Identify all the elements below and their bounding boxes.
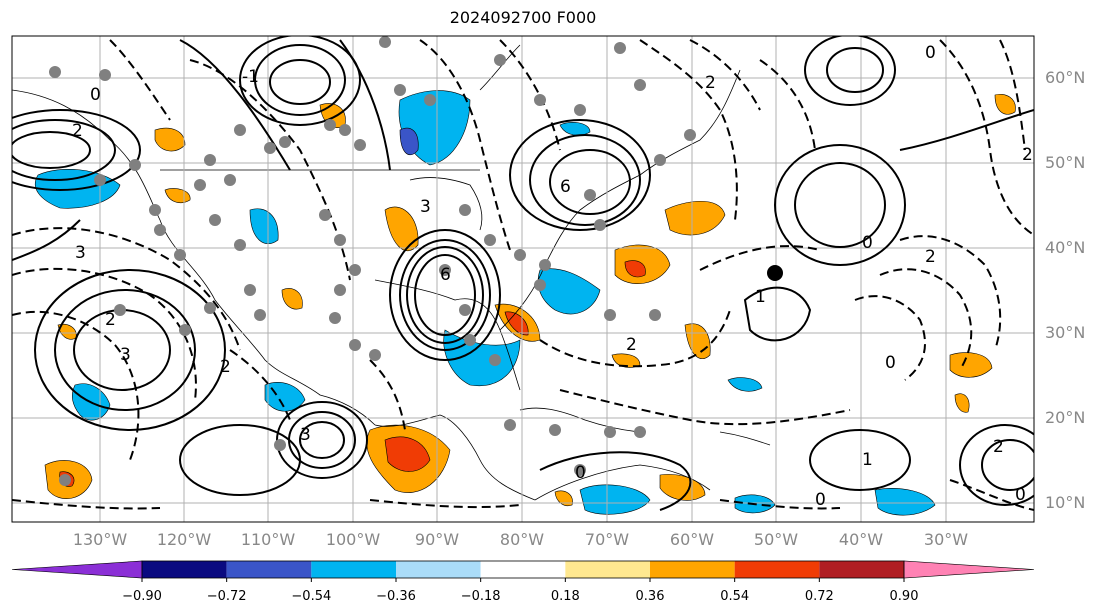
lon-label: 80°W: [500, 530, 544, 549]
svg-text:2: 2: [993, 437, 1004, 457]
colorbar-tick-label: −0.36: [376, 589, 416, 604]
shade-negative-patch: [264, 381, 306, 412]
map-title: 2024092700 F000: [449, 8, 597, 27]
lon-label: 50°W: [754, 530, 798, 549]
coastlines: [12, 44, 771, 501]
colorbar: [11, 560, 1035, 579]
svg-text:-1: -1: [242, 67, 259, 87]
colorbar-tick-label: −0.18: [461, 589, 501, 604]
lon-label: 30°W: [924, 530, 968, 549]
svg-text:3: 3: [420, 197, 431, 217]
svg-text:0: 0: [1015, 485, 1026, 505]
shade-positive-patch: [994, 93, 1016, 115]
colorbar-segment: [650, 561, 735, 578]
svg-text:2: 2: [72, 121, 83, 141]
shade-negative-patch: [579, 484, 651, 515]
lat-label: 30°N: [1045, 323, 1085, 342]
colorbar-segment: [480, 561, 566, 578]
colorbar-tick-label: 0.72: [805, 589, 834, 604]
shade-negative-patch: [874, 488, 936, 516]
colorbar-segment: [311, 561, 396, 578]
svg-text:0: 0: [815, 490, 826, 510]
shade-negative-patch: [537, 268, 601, 315]
shade-positive-patch: [664, 201, 726, 236]
contour-labels: 0 2 3 2 3 3 6 6 3 2 1 0 2 0 1 0 2 0 0 2 …: [72, 43, 1033, 510]
svg-text:0: 0: [90, 85, 101, 105]
highlight-marker: [767, 265, 783, 281]
shade-positive-patch: [949, 352, 993, 378]
colorbar-segment: [819, 561, 904, 578]
colorbar-tick-label: 0.90: [890, 589, 919, 604]
shade-positive-patch: [554, 490, 573, 507]
colorbar-tick-label: −0.90: [122, 589, 162, 604]
svg-text:0: 0: [885, 353, 896, 373]
svg-text:2: 2: [705, 73, 716, 93]
colorbar-tick-label: −0.72: [207, 589, 247, 604]
colorbar-tick-label: −0.54: [291, 589, 331, 604]
colorbar-segment: [734, 561, 820, 578]
lat-label: 20°N: [1045, 408, 1085, 427]
shade-positive-patch: [954, 393, 970, 413]
shade-positive-patch: [281, 288, 303, 310]
shade-positive-patch: [154, 127, 186, 152]
lon-label: 70°W: [585, 530, 629, 549]
lat-label: 60°N: [1045, 68, 1085, 87]
svg-text:1: 1: [755, 287, 766, 307]
colorbar-ticks: −0.90 −0.72 −0.54 −0.36 −0.18 0.18 0.36 0.54 0.7…: [122, 578, 918, 604]
svg-text:2: 2: [626, 335, 637, 355]
colorbar-tick-label: 0.18: [551, 589, 580, 604]
lon-label: 130°W: [73, 530, 128, 549]
colorbar-segment: [226, 561, 312, 578]
shade-negative-patch: [727, 377, 763, 392]
shade-negative-patch: [399, 127, 419, 155]
map-panel: 0 2 3 2 3 3 6 6 3 2 1 0 2 0 1 0 2 0 0 2 …: [12, 36, 1034, 522]
lat-label: 40°N: [1045, 238, 1085, 257]
colorbar-segment: [396, 561, 481, 578]
svg-text:2: 2: [220, 357, 231, 377]
shade-positive-patch: [611, 353, 641, 368]
longitude-axis: 130°W 120°W 110°W 100°W 90°W 80°W 70°W 6…: [73, 530, 968, 549]
lon-label: 110°W: [241, 530, 296, 549]
lon-label: 90°W: [415, 530, 459, 549]
lon-label: 60°W: [670, 530, 714, 549]
lon-label: 120°W: [157, 530, 212, 549]
svg-text:6: 6: [560, 177, 571, 197]
colorbar-extend-high: [903, 560, 1035, 579]
positive-contours: [12, 36, 1034, 511]
shade-negative-patch: [443, 329, 521, 387]
svg-text:0: 0: [925, 43, 936, 63]
svg-text:0: 0: [575, 463, 586, 483]
shade-positive-patch: [624, 260, 646, 278]
svg-text:3: 3: [300, 425, 311, 445]
svg-text:1: 1: [862, 450, 873, 470]
svg-text:3: 3: [75, 243, 86, 263]
svg-text:2: 2: [105, 310, 116, 330]
grid: [12, 36, 1034, 522]
svg-text:6: 6: [440, 265, 451, 285]
shade-positive-patch: [659, 474, 706, 501]
colorbar-tick-label: 0.36: [636, 589, 665, 604]
colorbar-segment: [142, 561, 227, 578]
lat-label: 50°N: [1045, 153, 1085, 172]
shade-positive-patch: [384, 436, 431, 472]
lon-label: 100°W: [326, 530, 381, 549]
negative-contours: [12, 39, 1034, 511]
colorbar-tick-label: 0.54: [720, 589, 749, 604]
shade-positive-patch: [384, 206, 419, 251]
colorbar-segment: [565, 561, 650, 578]
shade-negative-patch: [559, 122, 591, 136]
map-frame: [11, 35, 1035, 523]
svg-text:2: 2: [1022, 145, 1033, 165]
svg-text:3: 3: [120, 345, 131, 365]
shaded-field: [34, 90, 1016, 516]
lat-label: 10°N: [1045, 493, 1085, 512]
svg-text:0: 0: [862, 233, 873, 253]
latitude-axis: 60°N 50°N 40°N 30°N 20°N 10°N: [1045, 68, 1085, 512]
colorbar-extend-low: [11, 560, 143, 579]
shade-negative-patch: [249, 208, 279, 245]
observation-dots: [49, 36, 696, 486]
lon-label: 40°W: [839, 530, 883, 549]
svg-text:2: 2: [925, 247, 936, 267]
